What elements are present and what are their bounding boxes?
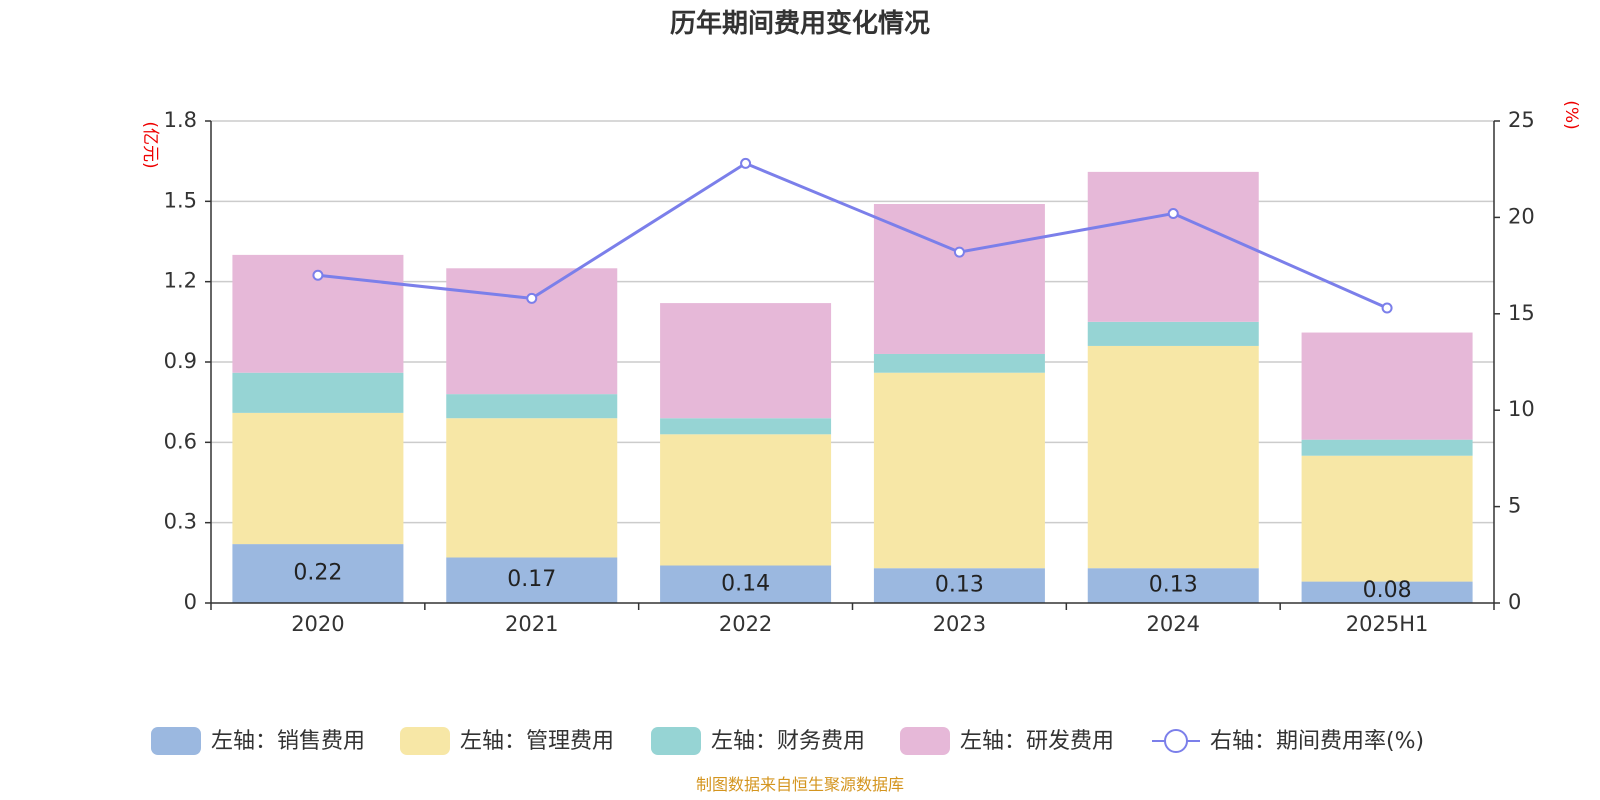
bar-value-label: 0.08	[1363, 578, 1412, 603]
bar-segment	[660, 565, 832, 603]
bar-segment	[446, 557, 618, 603]
x-category-label: 2020	[291, 612, 344, 636]
x-category-label: 2025H1	[1346, 612, 1429, 636]
right-tick-label: 10	[1508, 397, 1535, 421]
rate-line-layer	[312, 157, 1393, 314]
bar-segment	[1087, 568, 1259, 603]
left-axis-unit: (亿元)	[140, 121, 160, 168]
bar-value-label: 0.13	[935, 573, 984, 598]
bar-segment	[873, 568, 1045, 603]
left-tick-label: 1.5	[164, 188, 197, 212]
left-tick-label: 0.3	[164, 510, 197, 534]
bar-segment	[660, 434, 832, 566]
right-tick-label: 0	[1508, 590, 1521, 614]
x-category-label: 2021	[505, 612, 558, 636]
rate-line	[317, 161, 1388, 310]
legend-line-marker	[1164, 729, 1188, 753]
bar-value-label: 0.13	[1149, 573, 1198, 598]
left-tick-label: 1.2	[164, 269, 197, 293]
bar-value-label: 0.14	[721, 571, 770, 596]
legend-label: 左轴：研发费用	[960, 729, 1114, 754]
right-tick-label: 15	[1508, 301, 1535, 325]
bar-segment	[1087, 321, 1259, 346]
bar-segment	[660, 303, 832, 419]
legend-label: 左轴：财务费用	[711, 729, 865, 754]
chart-title: 历年期间费用变化情况	[670, 8, 930, 39]
left-tick-label: 0.6	[164, 429, 197, 453]
bar-segment	[232, 412, 404, 545]
right-tick-label: 25	[1508, 108, 1535, 132]
bar-segment	[446, 268, 618, 395]
bar-segment	[446, 418, 618, 558]
rate-point	[1381, 302, 1393, 314]
bar-segment	[873, 353, 1045, 373]
left-tick-label: 0	[184, 590, 197, 614]
legend: 左轴：销售费用 左轴：管理费用 左轴：财务费用 左轴：研发费用 右轴：期间费用率(%)	[151, 727, 1424, 755]
rate-point	[740, 157, 752, 169]
bar-segment	[446, 394, 618, 419]
rate-point	[312, 269, 324, 281]
data-labels: 0.22 0.17 0.14 0.13 0.13 0.08	[293, 561, 1411, 603]
legend-swatch	[400, 727, 450, 755]
rate-point	[1167, 208, 1179, 220]
legend-label: 左轴：管理费用	[460, 729, 614, 754]
legend-swatch	[151, 727, 201, 755]
bar-segment	[1087, 345, 1259, 569]
rate-point	[953, 246, 965, 258]
legend-swatch	[900, 727, 950, 755]
left-tick-label: 1.8	[164, 108, 197, 132]
bar-segment	[1301, 332, 1473, 440]
left-tick-label: 0.9	[164, 349, 197, 373]
legend-label: 右轴：期间费用率(%)	[1210, 729, 1424, 754]
rate-point	[526, 292, 538, 304]
bar-segment	[1301, 455, 1473, 582]
x-category-label: 2024	[1147, 612, 1200, 636]
source-note: 制图数据来自恒生聚源数据库	[696, 775, 904, 794]
bar-segment	[232, 544, 404, 603]
right-axis-unit: (%)	[1561, 100, 1581, 129]
bar-segment	[660, 418, 832, 435]
legend-swatch	[651, 727, 701, 755]
x-category-label: 2022	[719, 612, 772, 636]
bar-value-label: 0.22	[293, 561, 342, 586]
right-tick-label: 20	[1508, 204, 1535, 228]
bars	[232, 171, 1473, 603]
grid	[211, 120, 1494, 524]
bar-value-label: 0.17	[507, 567, 556, 592]
axes: 0 0.3 0.6 0.9 1.2 1.5 1.8 0 5 10 15 20 25 2020 2021 202…	[164, 108, 1535, 636]
x-category-label: 2023	[933, 612, 986, 636]
bar-segment	[1301, 581, 1473, 603]
bar-segment	[873, 372, 1045, 569]
bar-segment	[1087, 171, 1259, 322]
right-tick-label: 5	[1508, 494, 1521, 518]
bar-segment	[232, 372, 404, 413]
legend-label: 左轴：销售费用	[211, 729, 365, 754]
bar-segment	[1301, 439, 1473, 456]
